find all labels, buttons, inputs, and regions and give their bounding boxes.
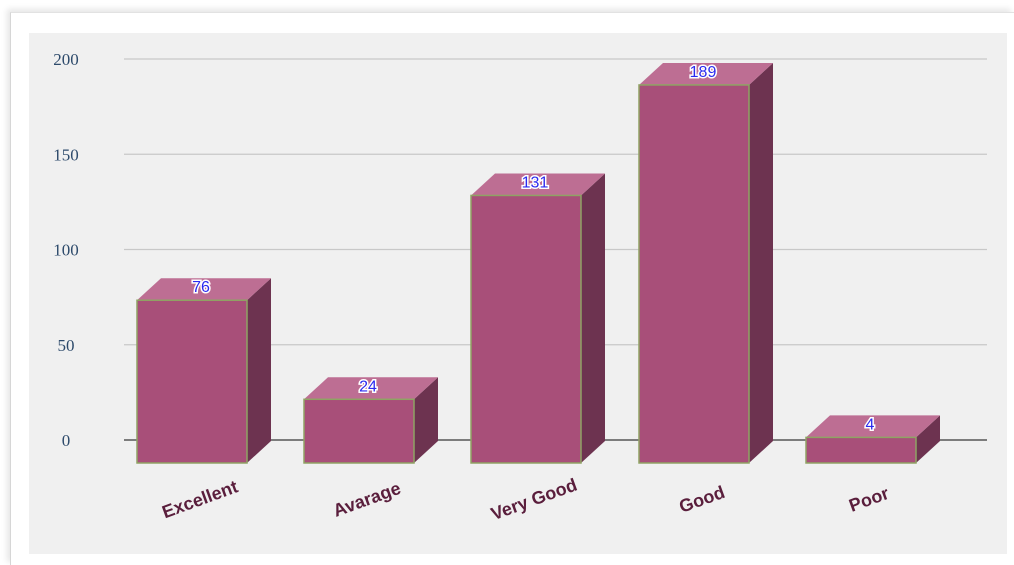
bar-front [470, 194, 582, 464]
bar-side [247, 278, 271, 463]
y-tick-label: 100 [53, 241, 79, 260]
data-labels: 76 24 131 189 4 [191, 62, 876, 434]
bar-side [414, 377, 438, 463]
y-tick-label: 50 [58, 336, 75, 355]
data-label: 24 [359, 378, 377, 395]
data-label: 76 [192, 279, 210, 296]
bar-top [639, 62, 773, 85]
bar [303, 377, 438, 464]
bar-front [638, 84, 750, 464]
y-tick-label: 0 [62, 431, 71, 450]
bar-front [136, 299, 248, 464]
bar-front [303, 398, 415, 464]
bars [136, 62, 940, 464]
bar [805, 415, 940, 464]
bar [470, 173, 605, 464]
data-label: 4 [866, 416, 875, 433]
bar-top [137, 278, 271, 301]
y-tick-label: 200 [53, 50, 79, 69]
bar-side [749, 62, 773, 463]
bar-top [806, 415, 940, 438]
y-axis-ticks: 0 50 100 150 200 [53, 50, 79, 450]
data-label: 131 [522, 174, 549, 191]
y-tick-label: 150 [53, 145, 79, 164]
bar [136, 278, 271, 464]
bar-front [805, 436, 917, 464]
bar-top [471, 173, 605, 196]
bar-side [916, 415, 940, 463]
bar-side [581, 173, 605, 463]
bar-top [304, 377, 438, 400]
bar [638, 62, 773, 464]
data-label: 189 [690, 64, 717, 81]
